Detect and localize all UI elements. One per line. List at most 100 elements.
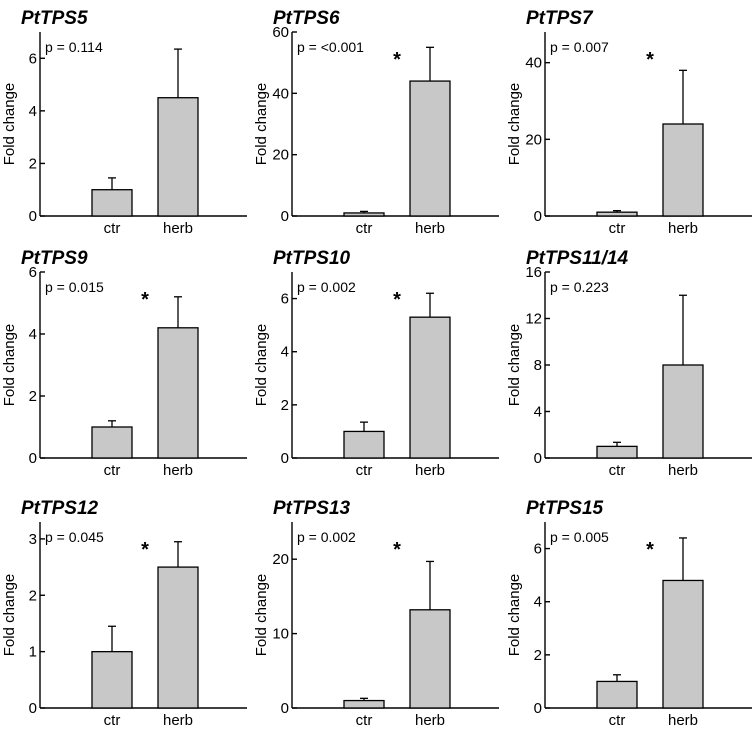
panel-title: PtTPS5 [21, 8, 88, 29]
panel-title: PtTPS11/14 [526, 248, 629, 269]
bar-ctr [343, 212, 385, 217]
x-tick-label: herb [163, 712, 193, 729]
significance-marker: * [646, 49, 654, 71]
panel-title: PtTPS13 [273, 498, 351, 519]
significance-marker: * [393, 539, 401, 561]
bar-herb [157, 97, 199, 217]
y-tick-label: 2 [29, 587, 37, 604]
panel-title: PtTPS10 [273, 248, 351, 269]
significance-marker: * [646, 539, 654, 561]
y-tick-label: 0 [534, 450, 542, 467]
x-tick-label: herb [415, 462, 445, 479]
significance-marker: * [141, 289, 149, 311]
y-tick-label: 0 [281, 700, 289, 717]
x-tick-label: ctr [609, 712, 626, 729]
panel-title: PtTPS6 [273, 8, 340, 29]
y-tick-label: 20 [525, 131, 542, 148]
y-tick-label: 6 [29, 264, 37, 281]
chart-panel: PtTPS12 p = 0.045 0 1 2 3 Fold change ctr herb * [1, 498, 247, 729]
bar-ctr [596, 445, 638, 459]
p-value-label: p = 0.002 [297, 529, 356, 545]
y-tick-label: 1 [29, 644, 37, 661]
y-tick-label: 0 [534, 700, 542, 717]
y-axis-label: Fold change [1, 574, 18, 657]
significance-marker: * [393, 289, 401, 311]
x-tick-label: herb [668, 712, 698, 729]
bar-ctr [91, 650, 133, 709]
y-axis-label: Fold change [506, 83, 523, 166]
x-tick-label: ctr [609, 462, 626, 479]
y-tick-label: 40 [272, 85, 289, 102]
bar-herb [157, 566, 199, 709]
chart-panel: PtTPS9 p = 0.015 0 2 4 6 Fold change ctr herb * [1, 248, 247, 479]
y-tick-label: 2 [281, 397, 289, 414]
chart-panel: PtTPS6 p = <0.001 0 20 40 60 Fold change ctr her… [253, 8, 499, 237]
y-tick-label: 4 [534, 594, 542, 611]
chart-panel: PtTPS10 p = 0.002 0 2 4 6 Fold change ctr herb * [253, 248, 499, 479]
y-tick-label: 3 [29, 531, 37, 548]
y-tick-label: 40 [525, 55, 542, 72]
y-tick-label: 2 [29, 155, 37, 172]
panel-title: PtTPS15 [526, 498, 604, 519]
x-tick-label: herb [163, 220, 193, 237]
panel-title: PtTPS12 [21, 498, 99, 519]
y-tick-label: 0 [29, 700, 37, 717]
x-tick-label: ctr [356, 712, 373, 729]
y-tick-label: 8 [534, 357, 542, 374]
y-tick-label: 20 [272, 551, 289, 568]
bar-ctr [596, 680, 638, 709]
x-tick-label: herb [668, 220, 698, 237]
y-tick-label: 2 [29, 388, 37, 405]
significance-marker: * [141, 539, 149, 561]
y-axis-label: Fold change [1, 324, 18, 407]
panel-title: PtTPS7 [526, 8, 594, 29]
y-axis-label: Fold change [253, 83, 270, 166]
bar-ctr [343, 699, 385, 709]
p-value-label: p = 0.223 [550, 279, 609, 295]
x-tick-label: herb [163, 462, 193, 479]
significance-marker: * [393, 49, 401, 71]
x-tick-label: ctr [356, 462, 373, 479]
y-tick-label: 0 [29, 208, 37, 225]
y-tick-label: 6 [29, 50, 37, 67]
bar-ctr [91, 189, 133, 217]
y-tick-label: 16 [525, 264, 542, 281]
y-tick-label: 6 [534, 541, 542, 558]
chart-panel: PtTPS11/14 p = 0.223 0 4 8 12 16 Fold change ctr… [506, 248, 752, 479]
p-value-label: p = 0.007 [550, 39, 609, 55]
y-tick-label: 4 [534, 404, 542, 421]
y-tick-label: 20 [272, 147, 289, 164]
y-tick-label: 4 [29, 326, 37, 343]
y-tick-label: 2 [534, 647, 542, 664]
bar-herb [662, 364, 704, 459]
y-tick-label: 0 [534, 208, 542, 225]
x-tick-label: ctr [104, 220, 121, 237]
x-tick-label: ctr [104, 712, 121, 729]
p-value-label: p = 0.015 [45, 279, 104, 295]
y-axis-label: Fold change [253, 324, 270, 407]
y-tick-label: 4 [281, 344, 289, 361]
bar-herb [662, 123, 704, 217]
y-tick-label: 4 [29, 103, 37, 120]
y-tick-label: 0 [281, 450, 289, 467]
x-tick-label: herb [415, 712, 445, 729]
x-tick-label: herb [668, 462, 698, 479]
bar-herb [157, 327, 199, 459]
x-tick-label: ctr [356, 220, 373, 237]
y-axis-label: Fold change [253, 574, 270, 657]
y-axis-label: Fold change [506, 324, 523, 407]
p-value-label: p = <0.001 [297, 39, 364, 55]
y-tick-label: 60 [272, 24, 289, 41]
bar-herb [409, 609, 451, 709]
y-tick-label: 0 [281, 208, 289, 225]
bar-herb [409, 80, 451, 217]
panel-title: PtTPS9 [21, 248, 88, 269]
bar-ctr [343, 430, 385, 459]
y-axis-label: Fold change [506, 574, 523, 657]
x-tick-label: herb [415, 220, 445, 237]
y-tick-label: 0 [29, 450, 37, 467]
bar-ctr [596, 211, 638, 217]
chart-panel: PtTPS15 p = 0.005 0 2 4 6 Fold change ctr herb * [506, 498, 752, 729]
